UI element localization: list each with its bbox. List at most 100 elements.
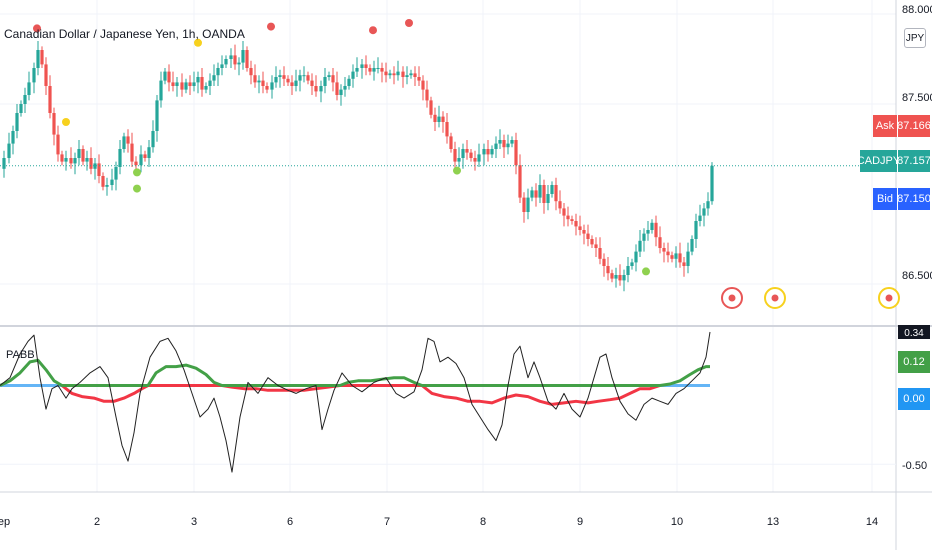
- candle-body: [331, 75, 335, 83]
- candle-body: [550, 185, 554, 194]
- candle-body: [7, 143, 11, 158]
- candle-body: [417, 77, 421, 81]
- candle-body: [347, 78, 351, 86]
- candle-body: [686, 251, 690, 266]
- candle-body: [60, 154, 64, 162]
- candle-body: [171, 82, 175, 86]
- candle-body: [237, 62, 241, 65]
- candle-body: [698, 215, 702, 221]
- candle-body: [208, 80, 212, 86]
- candle-body: [261, 80, 265, 86]
- candle-body: [192, 82, 196, 86]
- candle-body: [81, 149, 85, 162]
- candle-body: [44, 64, 48, 86]
- candle-body: [290, 82, 294, 86]
- ask-label: Ask: [873, 115, 897, 137]
- candle-body: [368, 68, 372, 72]
- candle-body: [646, 230, 650, 234]
- candle-body: [2, 158, 6, 169]
- candle-body: [437, 116, 441, 122]
- event-markers[interactable]: [721, 287, 900, 309]
- candle-body: [445, 122, 449, 137]
- candle-body: [155, 100, 159, 131]
- candle-body: [314, 86, 318, 92]
- signal-dot-green: [133, 184, 141, 193]
- time-label-9: 14: [865, 516, 879, 528]
- candle-body: [425, 89, 429, 101]
- symbol-title: Canadian Dollar / Japanese Yen, 1h, OAND…: [4, 27, 245, 41]
- price-tick-86500: 86.500: [902, 270, 932, 282]
- time-label-7: 10: [670, 516, 684, 528]
- candle-body: [461, 149, 465, 158]
- signal-dot-yellow: [62, 118, 70, 126]
- candle-body: [118, 149, 122, 167]
- candle-body: [598, 248, 602, 259]
- candle-body: [15, 113, 19, 131]
- candle-body: [56, 134, 60, 155]
- candle-body: [630, 262, 634, 266]
- candle-body: [654, 222, 658, 238]
- candle-body: [224, 59, 228, 65]
- candle-body: [241, 50, 245, 63]
- price-candles: [2, 41, 714, 292]
- candle-body: [64, 158, 68, 162]
- candle-body: [27, 82, 31, 95]
- candle-body: [590, 239, 594, 245]
- last-price-value: 87.157: [897, 150, 931, 172]
- candle-body: [282, 75, 286, 79]
- symbol-label-tag: CADJPY: [857, 150, 900, 172]
- pabb-top-value: 0.34: [898, 325, 930, 339]
- candle-body: [257, 80, 261, 83]
- candle-body: [602, 258, 606, 266]
- candle-body: [498, 140, 502, 144]
- candle-body: [11, 131, 15, 144]
- candle-body: [216, 68, 220, 76]
- candle-body: [319, 86, 323, 92]
- candle-body: [139, 154, 143, 166]
- currency-badge[interactable]: JPY: [904, 28, 926, 48]
- candle-body: [167, 71, 171, 83]
- candle-body: [486, 149, 490, 155]
- candle-body: [143, 154, 147, 158]
- candle-body: [522, 197, 526, 212]
- candle-body: [52, 113, 56, 135]
- signal-dot-red: [33, 24, 41, 33]
- candle-body: [159, 80, 163, 101]
- candle-body: [380, 68, 384, 72]
- candle-body: [490, 149, 494, 155]
- candle-body: [682, 262, 686, 266]
- candle-body: [562, 208, 566, 216]
- candle-body: [147, 147, 151, 158]
- candle-body: [690, 239, 694, 252]
- candle-body: [151, 131, 155, 148]
- pabb-zero-value: 0.00: [898, 388, 930, 410]
- candle-body: [130, 143, 134, 162]
- pabb-indicator-plot: [0, 331, 711, 473]
- candle-body: [233, 55, 237, 65]
- candle-body: [441, 116, 445, 122]
- event-marker-dot: [771, 294, 779, 302]
- candle-body: [421, 80, 425, 90]
- candle-body: [93, 163, 97, 169]
- candle-body: [163, 71, 167, 81]
- candle-body: [376, 68, 380, 69]
- candle-body: [530, 190, 534, 198]
- candle-body: [360, 64, 364, 68]
- candle-body: [294, 80, 298, 86]
- event-marker-dot: [728, 294, 736, 302]
- candle-body: [286, 78, 290, 83]
- candle-body: [212, 75, 216, 81]
- candle-body: [618, 275, 622, 281]
- candle-body: [610, 273, 614, 279]
- candle-body: [449, 136, 453, 149]
- candle-body: [670, 255, 674, 259]
- candle-body: [409, 73, 413, 76]
- candle-body: [278, 75, 282, 77]
- bid-label: Bid: [873, 188, 897, 210]
- candle-body: [36, 50, 40, 68]
- candle-body: [622, 275, 626, 281]
- time-label-3: 6: [286, 516, 294, 528]
- candle-body: [184, 82, 188, 90]
